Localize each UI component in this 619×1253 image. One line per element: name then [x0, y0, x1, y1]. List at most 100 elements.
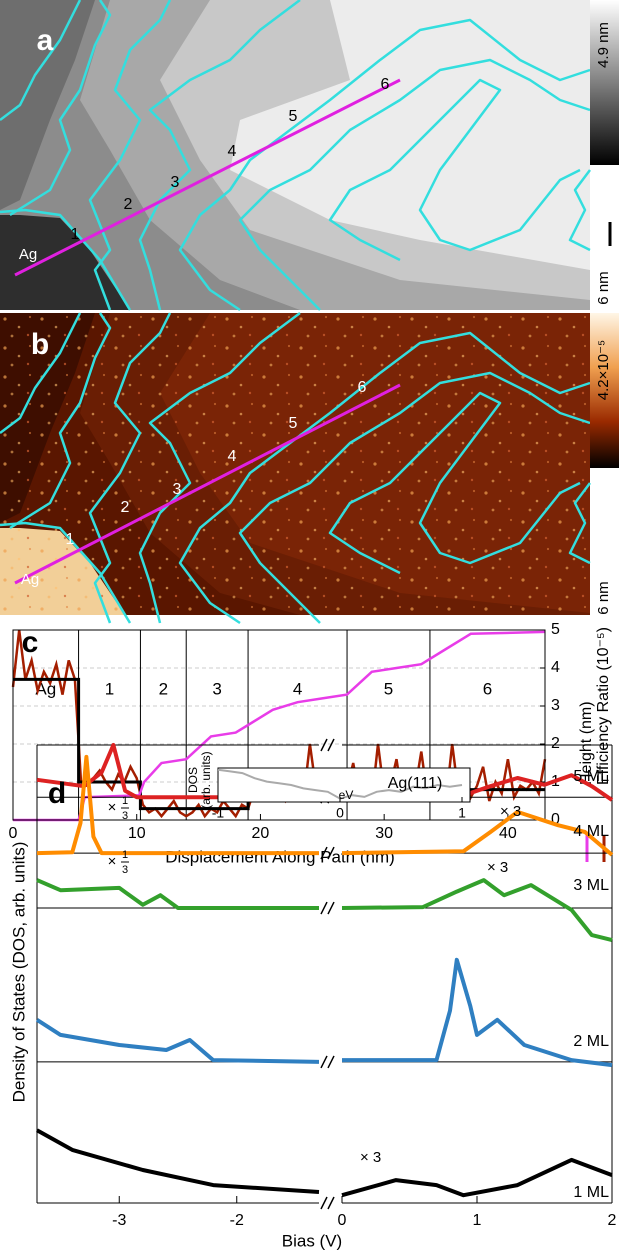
terrace: [0, 0, 95, 210]
series-label: 2 ML: [573, 1033, 609, 1050]
axis-break: [327, 846, 335, 860]
y-tick-label: 3: [551, 697, 560, 714]
axis-break: [320, 738, 328, 752]
texture: [0, 313, 590, 615]
panel-label: a: [37, 24, 54, 57]
inset-title: Ag(111): [388, 775, 443, 792]
y-axis-label: Density of States (DOS, arb. units): [9, 842, 28, 1103]
region-label: Ag: [21, 571, 39, 588]
scale-label: × 3: [360, 1149, 381, 1166]
path-line: [14, 78, 401, 277]
axis-break: [320, 1055, 328, 1069]
series-label: 4 ML: [573, 823, 609, 840]
scale-bar-label: 6 nm: [595, 581, 612, 614]
inset-background: [217, 767, 471, 803]
y-tick-label: 2: [551, 735, 560, 752]
series-label: 3 ML: [573, 877, 609, 894]
x-tick-label: -1: [212, 805, 225, 821]
spectrum: [342, 957, 613, 1068]
axis-break: [327, 738, 335, 752]
panel-b: b Ag 4.2×10⁻⁵ 6 nm: [0, 311, 619, 625]
terrace: [230, 0, 590, 270]
y-tick-label: 4: [551, 659, 560, 676]
axis-break: [327, 901, 335, 915]
region-label: 6: [483, 679, 492, 698]
colorbar-label: 4.2×10⁻⁵: [595, 340, 612, 400]
scale-numerator: 1: [122, 795, 128, 807]
path-label: 4: [228, 448, 237, 465]
terrace: [0, 215, 130, 310]
spectrum: [36, 878, 319, 910]
path-label: 3: [171, 174, 180, 191]
inset-x-label: eV: [339, 788, 354, 802]
scale-prefix: ×: [108, 799, 117, 816]
colorbar: [590, 313, 619, 468]
path-label: 3: [173, 481, 182, 498]
scale-denominator: 3: [122, 810, 128, 822]
region-label: 3: [212, 679, 221, 698]
x-tick-label: -3: [112, 1212, 126, 1229]
path-label: 2: [124, 196, 133, 213]
x-axis-label: Displacement Along Path (nm): [165, 847, 395, 866]
axis-break: [320, 1196, 328, 1210]
x-tick-label: 2: [608, 1212, 617, 1229]
spectrum: [36, 754, 319, 856]
legend-label: Height (nm): [578, 701, 595, 785]
inset-y-label: DOS: [186, 767, 200, 793]
region-label: Ag: [19, 246, 37, 263]
panel-label: c: [22, 626, 39, 659]
y-tick-label: 0: [551, 811, 560, 828]
y-tick-label: 5: [551, 621, 560, 638]
spectrum: [36, 1128, 320, 1194]
region-label: 1: [105, 679, 114, 698]
x-tick-label: -2: [230, 1212, 244, 1229]
path-label: 5: [289, 415, 298, 432]
path-label: 4: [228, 143, 237, 160]
scale-bar-label: 6 nm: [595, 271, 612, 304]
path-label: 1: [71, 226, 80, 243]
axis-break: [327, 1055, 335, 1069]
x-tick-label: 40: [499, 825, 517, 842]
x-axis-label: Bias (V): [282, 1231, 342, 1250]
scale-denominator: 3: [122, 864, 128, 876]
region-label: 2: [159, 679, 168, 698]
scale-prefix: ×: [108, 853, 117, 870]
series-line: [13, 630, 546, 822]
legend-label: Efficiency Ratio (10⁻⁵): [595, 627, 612, 785]
path-label: 6: [381, 76, 390, 93]
colorbar: [590, 0, 619, 165]
path-label: 1: [66, 531, 75, 548]
axis-break: [320, 901, 328, 915]
path-line: [14, 383, 401, 585]
panel-label: d: [48, 777, 66, 810]
path-label: 2: [121, 499, 130, 516]
x-tick-label: 20: [252, 825, 270, 842]
plot-frame: [12, 629, 546, 821]
axis-break: [327, 1196, 335, 1210]
region-label: 5: [384, 679, 393, 698]
x-tick-label: 10: [128, 825, 146, 842]
x-tick-label: 0: [338, 1212, 347, 1229]
spectrum: [341, 1157, 613, 1198]
x-tick-label: 1: [473, 1212, 482, 1229]
spectrum: [35, 1018, 320, 1064]
colorbar-label: 4.9 nm: [595, 22, 612, 68]
scale-label: × 3: [500, 803, 521, 820]
panel-label: b: [31, 328, 49, 361]
scale-numerator: 1: [122, 849, 128, 861]
axis-break: [320, 846, 328, 860]
series-label: 5 ML: [573, 768, 609, 785]
series-label: 1 ML: [573, 1184, 609, 1201]
x-tick-label: 1: [458, 805, 466, 821]
region-label: 4: [293, 679, 302, 698]
x-tick-label: 0: [336, 805, 344, 821]
x-tick-label: 30: [375, 825, 393, 842]
scale-label: × 3: [487, 859, 508, 876]
x-tick-label: 0: [9, 825, 18, 842]
panel-a: a Ag 4.9 nm 6 nm: [0, 0, 619, 312]
spectrum: [341, 809, 614, 857]
path-label: 6: [358, 379, 367, 396]
inset-y-label: (arb. units): [199, 751, 213, 808]
spectrum: [341, 878, 613, 943]
